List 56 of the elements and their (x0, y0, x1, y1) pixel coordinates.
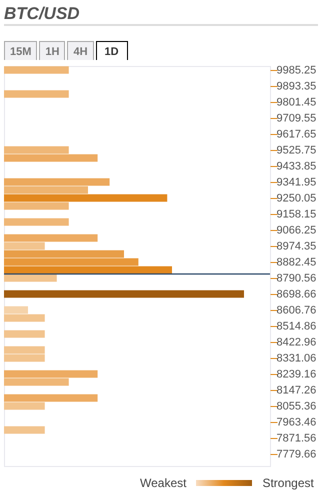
bar (4, 266, 172, 274)
bar (4, 402, 45, 410)
bar (4, 186, 88, 194)
bar (4, 194, 168, 202)
y-tick-label: 9893.35 (276, 80, 316, 92)
y-tick-label: 9985.25 (276, 64, 316, 76)
y-tick-label: 8974.35 (276, 240, 316, 252)
bar (4, 218, 69, 226)
y-tick-label: 8239.16 (276, 368, 316, 380)
bar (4, 330, 45, 338)
chart-title: BTC/USD (4, 4, 80, 24)
y-tick-label: 9709.55 (276, 112, 316, 124)
y-tick-label: 8790.56 (276, 272, 316, 284)
bar (4, 370, 98, 378)
bar (4, 242, 45, 250)
bar (4, 274, 57, 282)
y-tick-label: 8882.45 (276, 256, 316, 268)
y-tick-label: 8331.06 (276, 352, 316, 364)
y-tick-label: 8055.36 (276, 400, 316, 412)
text: 1D (96, 41, 128, 63)
y-tick-label: 9250.05 (276, 192, 316, 204)
bar (4, 290, 244, 298)
bar (4, 426, 45, 434)
bar (4, 66, 69, 74)
text: 15M (4, 41, 38, 63)
y-tick-label: 7871.56 (276, 432, 316, 444)
text: Weakest (140, 476, 186, 490)
bar (4, 394, 98, 402)
y-tick-label: 9341.95 (276, 176, 316, 188)
y-tick-label: 7963.46 (276, 416, 316, 428)
text: Strongest (262, 476, 314, 490)
bar (4, 146, 69, 154)
y-tick-label: 8147.26 (276, 384, 316, 396)
text: 4H (67, 41, 94, 63)
bar (4, 378, 69, 386)
text: 1H (39, 41, 66, 63)
y-tick-label: 8698.66 (276, 288, 316, 300)
y-tick-label: 9433.85 (276, 160, 316, 172)
bar (4, 314, 45, 322)
y-tick-label: 8606.76 (276, 304, 316, 316)
y-tick-label: 9617.65 (276, 128, 316, 140)
bar (4, 178, 110, 186)
bar (4, 250, 124, 258)
bar (4, 154, 98, 162)
y-tick-label: 8422.96 (276, 336, 316, 348)
y-tick-label: 9801.45 (276, 96, 316, 108)
y-tick-label: 9158.15 (276, 208, 316, 220)
y-tick-label: 9525.75 (276, 144, 316, 156)
bar (4, 258, 138, 266)
y-tick-label: 9066.25 (276, 224, 316, 236)
bar (4, 306, 28, 314)
bar (4, 90, 69, 98)
y-tick-label: 7779.66 (276, 448, 316, 460)
bar (4, 234, 98, 242)
bar (4, 202, 69, 210)
y-tick-label: 8514.86 (276, 320, 316, 332)
